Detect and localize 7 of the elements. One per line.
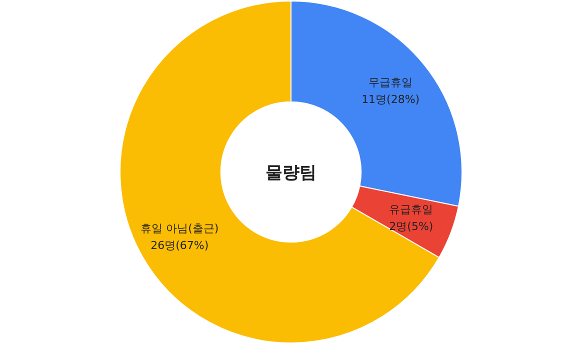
slice-label: 무급휴일 xyxy=(368,76,413,90)
slice-label: 유급휴일 xyxy=(389,203,434,216)
data-label: 11명(28%) xyxy=(362,93,420,106)
slice-label: 휴일 아님(출근) xyxy=(140,222,219,235)
text: 물량팀 xyxy=(266,163,316,183)
data-label: 2명(5%) xyxy=(389,220,434,234)
data-label: 26명(67%) xyxy=(150,238,209,252)
